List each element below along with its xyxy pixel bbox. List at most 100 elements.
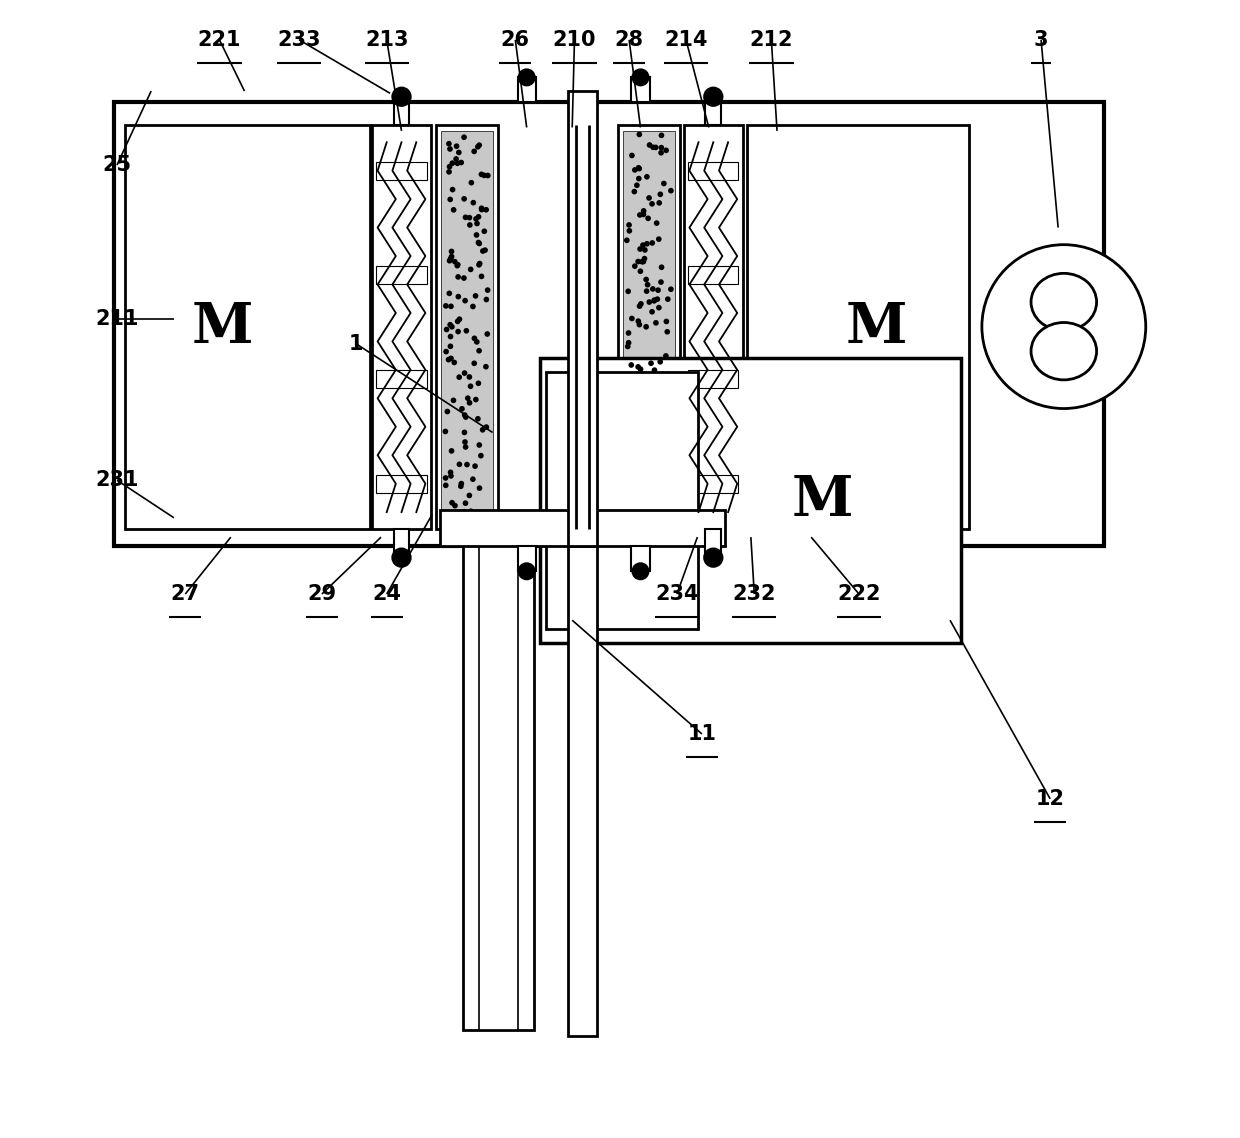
- Circle shape: [641, 258, 646, 264]
- Circle shape: [443, 348, 449, 354]
- Circle shape: [661, 181, 667, 187]
- Circle shape: [449, 248, 454, 254]
- Text: M: M: [791, 473, 853, 528]
- Circle shape: [470, 477, 476, 483]
- Circle shape: [656, 419, 662, 424]
- Bar: [114, 102, 1104, 546]
- Circle shape: [471, 149, 477, 155]
- Circle shape: [649, 361, 653, 366]
- Circle shape: [476, 485, 482, 490]
- Circle shape: [665, 296, 671, 302]
- Circle shape: [461, 134, 467, 140]
- Circle shape: [656, 305, 662, 311]
- Circle shape: [635, 319, 641, 324]
- Circle shape: [631, 189, 637, 195]
- Circle shape: [449, 324, 455, 330]
- Bar: [377, 370, 427, 388]
- Circle shape: [656, 200, 662, 206]
- Circle shape: [448, 146, 453, 151]
- Circle shape: [661, 463, 667, 469]
- Text: 233: 233: [278, 30, 321, 50]
- Circle shape: [650, 308, 655, 314]
- Circle shape: [632, 69, 649, 85]
- Circle shape: [485, 173, 491, 179]
- Circle shape: [455, 294, 461, 299]
- Circle shape: [476, 262, 482, 267]
- Circle shape: [658, 502, 665, 508]
- Circle shape: [448, 355, 454, 361]
- Circle shape: [639, 302, 644, 307]
- Bar: [631, 546, 650, 571]
- Text: 222: 222: [837, 584, 880, 604]
- Circle shape: [455, 274, 461, 280]
- Circle shape: [479, 172, 485, 178]
- Circle shape: [636, 304, 642, 310]
- Circle shape: [652, 368, 657, 373]
- Circle shape: [660, 475, 665, 480]
- Circle shape: [651, 297, 657, 303]
- Circle shape: [449, 254, 454, 259]
- Circle shape: [658, 145, 665, 150]
- Circle shape: [657, 191, 663, 197]
- Text: 214: 214: [665, 30, 708, 50]
- Circle shape: [656, 237, 662, 242]
- Circle shape: [463, 214, 469, 220]
- Circle shape: [668, 188, 673, 193]
- Circle shape: [652, 145, 658, 150]
- Circle shape: [636, 175, 641, 181]
- Circle shape: [461, 509, 467, 514]
- Circle shape: [449, 448, 454, 454]
- Circle shape: [634, 182, 640, 188]
- Bar: [631, 77, 650, 102]
- Circle shape: [650, 145, 656, 150]
- Circle shape: [485, 287, 491, 292]
- Circle shape: [482, 247, 487, 253]
- Text: 28: 28: [615, 30, 644, 50]
- Circle shape: [655, 434, 661, 439]
- Circle shape: [649, 378, 655, 384]
- Text: 25: 25: [103, 155, 131, 175]
- Circle shape: [646, 410, 652, 415]
- Circle shape: [467, 384, 474, 389]
- Circle shape: [455, 319, 460, 324]
- Circle shape: [454, 143, 459, 149]
- Text: 210: 210: [553, 30, 596, 50]
- Text: 26: 26: [501, 30, 529, 50]
- Circle shape: [660, 419, 666, 424]
- Circle shape: [658, 418, 663, 423]
- Circle shape: [668, 287, 673, 292]
- Bar: [517, 546, 536, 571]
- Circle shape: [451, 360, 458, 365]
- Circle shape: [476, 142, 482, 148]
- Ellipse shape: [1030, 322, 1096, 380]
- Circle shape: [461, 275, 466, 281]
- Circle shape: [459, 480, 464, 486]
- Circle shape: [445, 357, 451, 363]
- Circle shape: [667, 384, 673, 389]
- Circle shape: [656, 473, 662, 479]
- Bar: [688, 475, 738, 493]
- Circle shape: [626, 222, 632, 228]
- Circle shape: [632, 263, 637, 269]
- Bar: [377, 475, 427, 493]
- Text: 221: 221: [197, 30, 241, 50]
- Circle shape: [476, 240, 482, 246]
- Circle shape: [461, 412, 467, 418]
- Text: 29: 29: [308, 584, 336, 604]
- Circle shape: [626, 330, 631, 336]
- Text: 232: 232: [733, 584, 776, 604]
- Circle shape: [666, 422, 671, 428]
- Circle shape: [651, 435, 657, 440]
- Bar: [440, 510, 724, 546]
- Circle shape: [476, 214, 481, 220]
- Circle shape: [657, 358, 663, 364]
- Bar: [706, 529, 722, 558]
- Circle shape: [444, 409, 450, 414]
- Text: 12: 12: [1035, 789, 1065, 809]
- Circle shape: [449, 500, 455, 505]
- Circle shape: [641, 256, 647, 262]
- Circle shape: [629, 362, 634, 368]
- Circle shape: [663, 319, 670, 324]
- Circle shape: [476, 348, 482, 354]
- Circle shape: [475, 145, 481, 150]
